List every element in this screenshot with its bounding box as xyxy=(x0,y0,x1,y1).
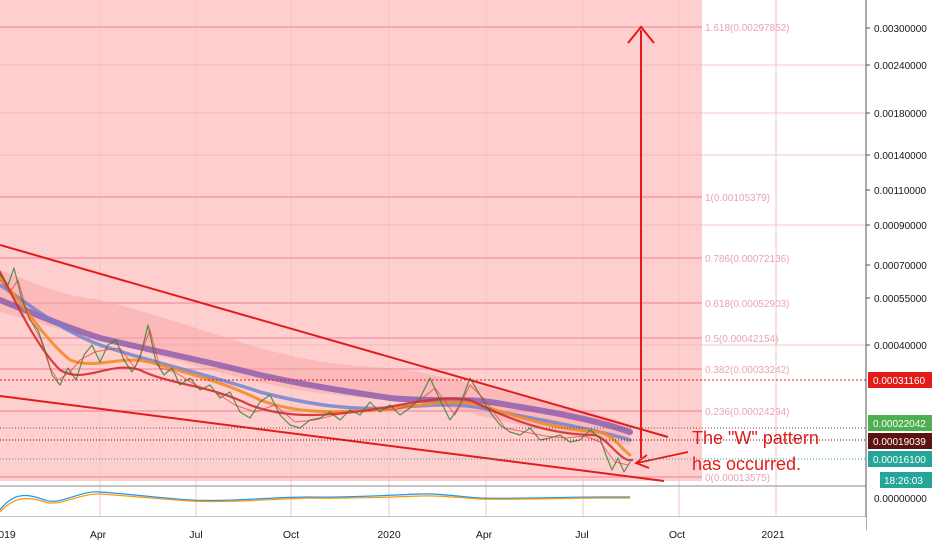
target-arrow xyxy=(627,25,655,458)
price-badge-label: 18:26:03 xyxy=(884,476,923,487)
price-tick-label: 0.00110000 xyxy=(874,186,927,197)
fib-label-0-382: 0.382(0.00033242) xyxy=(705,365,790,376)
annotation-line-2: has occurred. xyxy=(692,454,801,474)
annotation-line-1: The "W" pattern xyxy=(692,428,819,448)
time-tick-label: Apr xyxy=(476,529,493,541)
price-axis-ticks: 0.00300000 0.00240000 0.00180000 0.00140000… xyxy=(866,24,927,352)
fib-label-1-618: 1.618(0.00297852) xyxy=(705,23,790,34)
price-tick-label: 0.00300000 xyxy=(874,24,927,35)
time-tick-label: Jul xyxy=(189,529,202,541)
oscillator-line-blue xyxy=(0,491,630,511)
wedge-upper-trendline xyxy=(0,244,669,438)
wedge-lower-trendline xyxy=(0,395,665,482)
time-tick-label: Apr xyxy=(90,529,107,541)
price-tick-label: 0.00055000 xyxy=(874,294,927,305)
price-badge-label: 0.00016100 xyxy=(873,455,926,466)
price-tick-label: 0.00240000 xyxy=(874,61,927,72)
fib-label-0-618: 0.618(0.00052903) xyxy=(705,299,790,310)
oscillator-zero-tick: 0.00000000 xyxy=(874,494,927,505)
oscillator-line-orange xyxy=(0,493,630,513)
price-badge-lines xyxy=(0,379,866,460)
candles-trace-red xyxy=(0,279,629,466)
price-badge-bg xyxy=(868,433,932,449)
price-badge-bg xyxy=(868,451,932,467)
time-axis-ticks: 019 Apr Jul Oct 2020 Apr Jul Oct 2021 xyxy=(0,529,785,541)
time-tick-label: Jul xyxy=(575,529,588,541)
time-tick-label: Oct xyxy=(669,529,685,541)
price-tick-label: 0.00090000 xyxy=(874,221,927,232)
fib-zone xyxy=(0,0,702,481)
price-badges: 0.00031160 0.00022042 0.00019039 0.00016100… xyxy=(868,372,932,488)
time-tick-label: 2020 xyxy=(377,529,401,541)
price-badge-label: 0.00022042 xyxy=(873,419,926,430)
fib-label-1: 1(0.00105379) xyxy=(705,193,770,204)
time-tick-label: Oct xyxy=(283,529,299,541)
price-tick-label: 0.00070000 xyxy=(874,261,927,272)
price-badge-label: 0.00019039 xyxy=(873,437,926,448)
price-badge-bg xyxy=(868,372,932,388)
moving-average-orange xyxy=(0,276,632,457)
fib-label-0: 0(0.00013575) xyxy=(705,473,770,484)
price-tick-label: 0.00040000 xyxy=(874,341,927,352)
fib-label-0-5: 0.5(0.00042154) xyxy=(705,334,778,345)
annotation-pointer xyxy=(634,451,689,469)
fib-label-0-786: 0.786(0.00072136) xyxy=(705,254,790,265)
price-tick-label: 0.00180000 xyxy=(874,109,927,120)
time-tick-label: 019 xyxy=(0,529,16,541)
price-badge-bg xyxy=(868,415,932,431)
time-axis[interactable] xyxy=(0,517,866,550)
price-badge-label: 0.00031160 xyxy=(873,376,926,387)
time-tick-label: 2021 xyxy=(761,529,785,541)
price-action xyxy=(0,267,634,473)
fib-label-0-236: 0.236(0.00024294) xyxy=(705,407,790,418)
price-badge-bg xyxy=(880,472,932,488)
moving-average-purple xyxy=(0,297,633,435)
falling-wedge xyxy=(0,244,669,482)
price-tick-label: 0.00140000 xyxy=(874,151,927,162)
